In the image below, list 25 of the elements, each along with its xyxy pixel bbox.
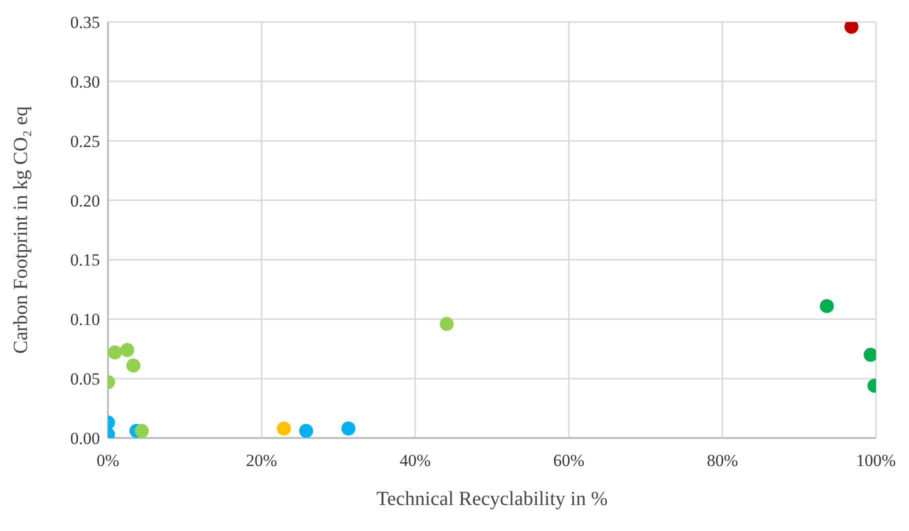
x-tick-label: 100%: [856, 451, 896, 470]
y-axis-title: Carbon Footprint in kg CO₂ eq: [10, 106, 32, 354]
x-tick-label: 60%: [553, 451, 584, 470]
x-tick-label: 40%: [400, 451, 431, 470]
y-tick-label: 0.20: [70, 191, 100, 210]
point: [341, 421, 356, 436]
y-tick-label: 0.25: [70, 132, 100, 151]
point: [120, 343, 134, 358]
x-axis-title: Technical Recyclability in %: [376, 488, 608, 510]
x-tick-label: 0%: [96, 451, 120, 470]
x-tick-label: 80%: [706, 451, 738, 470]
point: [440, 316, 454, 331]
y-tick-label: 0.30: [70, 72, 100, 92]
point: [276, 421, 291, 436]
y-tick-label: 0.05: [70, 370, 100, 389]
x-tick-label: 20%: [246, 451, 278, 470]
y-tick-label: 0.00: [70, 429, 100, 448]
point: [299, 424, 314, 438]
y-tick-label: 0.35: [70, 13, 100, 32]
point: [864, 348, 876, 362]
point: [126, 358, 140, 372]
point: [134, 424, 149, 438]
y-tick-label: 0.10: [70, 310, 100, 330]
point: [108, 345, 122, 360]
y-tick-label: 0.15: [70, 250, 100, 270]
